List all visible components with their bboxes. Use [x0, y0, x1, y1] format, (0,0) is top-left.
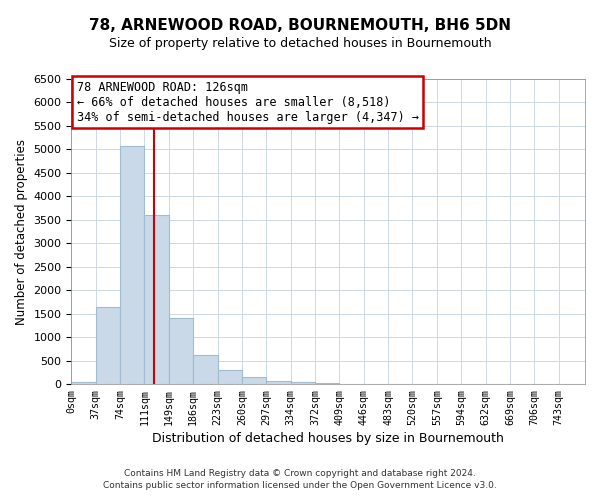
Text: 78 ARNEWOOD ROAD: 126sqm
← 66% of detached houses are smaller (8,518)
34% of sem: 78 ARNEWOOD ROAD: 126sqm ← 66% of detach…	[77, 80, 419, 124]
Bar	[290, 382, 315, 384]
Text: Size of property relative to detached houses in Bournemouth: Size of property relative to detached ho…	[109, 38, 491, 51]
Bar	[120, 146, 145, 384]
Bar	[315, 382, 340, 384]
Text: Contains public sector information licensed under the Open Government Licence v3: Contains public sector information licen…	[103, 481, 497, 490]
Bar	[96, 306, 120, 384]
Bar	[169, 318, 193, 384]
Bar	[242, 377, 266, 384]
Bar	[145, 215, 169, 384]
Text: 78, ARNEWOOD ROAD, BOURNEMOUTH, BH6 5DN: 78, ARNEWOOD ROAD, BOURNEMOUTH, BH6 5DN	[89, 18, 511, 32]
X-axis label: Distribution of detached houses by size in Bournemouth: Distribution of detached houses by size …	[152, 432, 504, 445]
Text: Contains HM Land Registry data © Crown copyright and database right 2024.: Contains HM Land Registry data © Crown c…	[124, 468, 476, 477]
Bar	[71, 382, 96, 384]
Y-axis label: Number of detached properties: Number of detached properties	[15, 138, 28, 324]
Bar	[193, 355, 218, 384]
Bar	[218, 370, 242, 384]
Bar	[266, 380, 290, 384]
